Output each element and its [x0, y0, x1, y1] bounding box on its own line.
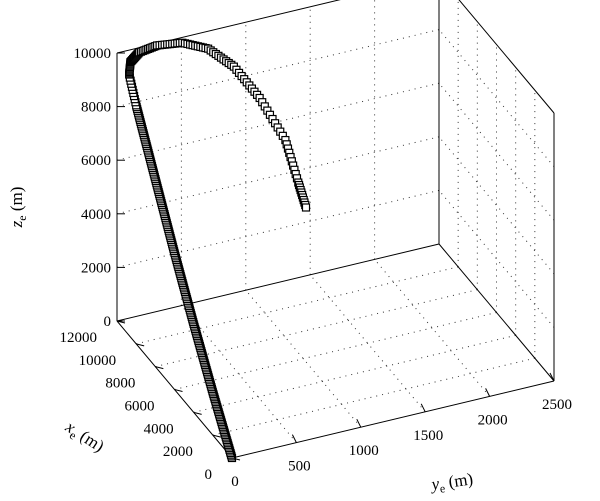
y-axis-title: ye (m) — [428, 469, 474, 497]
x-tick-mark — [116, 320, 126, 324]
y-tick-label: 1000 — [349, 443, 379, 459]
x-tick-label: 10000 — [79, 353, 117, 369]
x-tick-label: 2000 — [163, 444, 193, 460]
z-tick-label: 10000 — [74, 46, 112, 62]
side-wall-grid-line — [438, 136, 555, 275]
frame-edge — [438, 243, 555, 382]
axes-frame — [116, 0, 555, 459]
y-tick-mark — [356, 418, 362, 428]
x-tick-mark — [155, 366, 164, 370]
y-tick-mark — [549, 372, 555, 382]
y-tick-mark — [420, 403, 426, 413]
x-tick-mark — [193, 411, 202, 415]
trajectory-series — [125, 38, 311, 463]
frame-edge — [458, 0, 555, 114]
y-tick-mark — [485, 388, 491, 397]
x-tick-label: 12000 — [60, 330, 98, 346]
y-tick-label: 2500 — [542, 397, 572, 413]
x-tick-label: 0 — [205, 467, 213, 483]
frame-edge — [116, 243, 440, 322]
z-axis-title: ze (m) — [7, 187, 29, 229]
tick-labels: 0200040006000800010000020004000600080001… — [60, 46, 573, 490]
z-tick-label: 8000 — [81, 100, 111, 116]
side-wall-grid-line — [438, 82, 555, 221]
x-tick-label: 8000 — [105, 376, 135, 392]
z-tick-label: 4000 — [81, 207, 111, 223]
x-tick-label: 6000 — [125, 399, 155, 415]
y-tick-label: 2000 — [478, 412, 508, 428]
trajectory-point — [301, 203, 311, 212]
x-tick-mark — [212, 434, 221, 438]
side-wall-grid-line — [438, 190, 555, 328]
z-tick-label: 6000 — [81, 153, 111, 169]
x-tick-mark — [174, 389, 183, 392]
x-axis-title: xe (m) — [60, 417, 108, 459]
floor-grid-line — [193, 334, 516, 413]
y-tick-label: 500 — [288, 459, 311, 475]
floor-grid-line — [174, 312, 497, 390]
z-tick-label: 2000 — [81, 260, 111, 276]
z-tick-label: 0 — [104, 314, 112, 330]
grid-lines — [116, 0, 555, 443]
y-tick-label: 0 — [231, 474, 239, 490]
frame-edge — [231, 380, 555, 459]
x-tick-mark — [136, 343, 145, 347]
y-tick-label: 1500 — [413, 428, 443, 444]
y-tick-mark — [291, 434, 297, 443]
x-tick-label: 4000 — [144, 421, 174, 437]
side-wall-grid-line — [438, 29, 555, 167]
